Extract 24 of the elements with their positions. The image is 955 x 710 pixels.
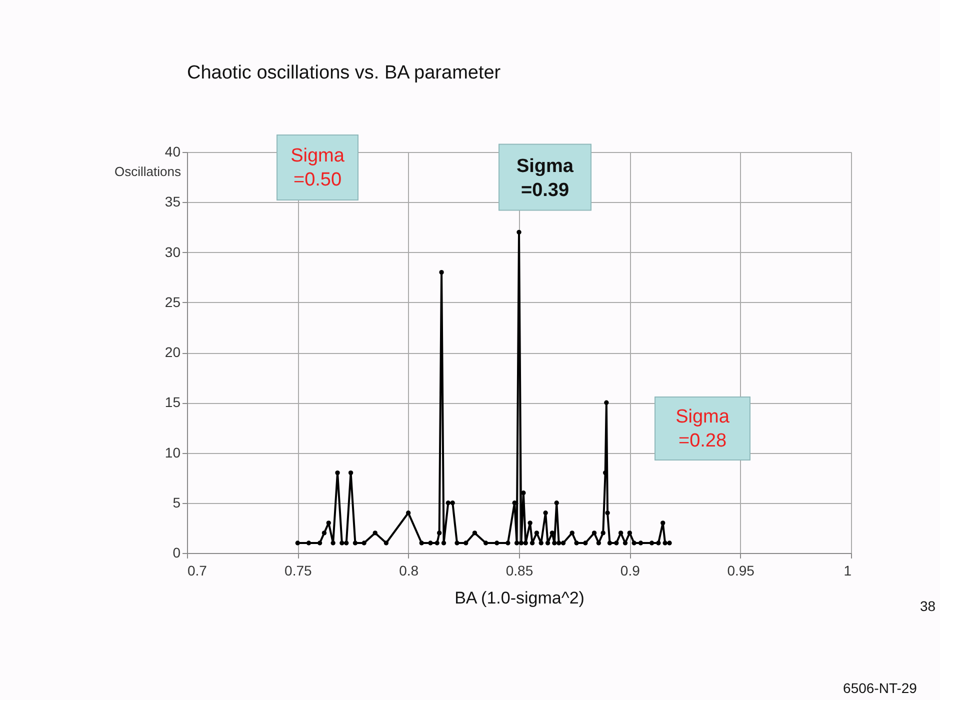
y-axis-title: Oscillations (114, 164, 182, 179)
y-tick-label: 40 (164, 144, 181, 160)
x-tick-label: 0.95 (727, 562, 755, 578)
x-axis-title: BA (1.0-sigma^2) (454, 588, 584, 608)
y-tick-label: 15 (164, 394, 181, 410)
text: 6506-NT-29 (843, 680, 918, 696)
text: 38 (920, 598, 936, 614)
annotation: Sigma =0.28 (676, 406, 730, 452)
y-tick-label: 30 (164, 244, 181, 260)
annotation: Sigma =0.39 (516, 156, 574, 202)
y-tick-label: 35 (164, 194, 181, 210)
x-tick-label: 0.7 (188, 562, 208, 578)
y-tick-label: 10 (164, 444, 181, 460)
chart-title: Chaotic oscillations vs. BA parameter (187, 62, 502, 84)
x-tick-label: 0.9 (620, 562, 640, 578)
x-tick-label: 0.75 (284, 562, 312, 578)
x-tick-label: 0.8 (399, 562, 419, 578)
y-tick-label: 5 (172, 494, 181, 510)
y-tick-label: 25 (164, 294, 181, 310)
y-tick-label: 20 (164, 344, 181, 360)
x-tick-label: 0.85 (506, 562, 534, 578)
x-tick-label: 1 (844, 562, 852, 578)
annotation: Sigma =0.50 (290, 146, 345, 190)
y-tick-label: 0 (172, 544, 181, 560)
